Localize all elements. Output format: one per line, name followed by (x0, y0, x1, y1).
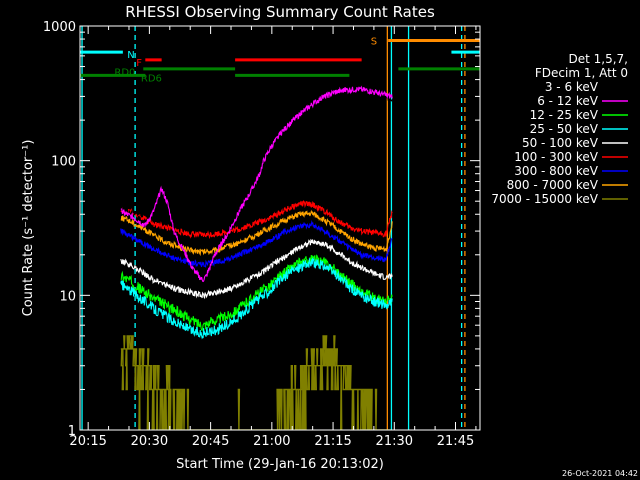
series-line-6 (120, 219, 393, 268)
state-bar-label-1: F (136, 58, 142, 69)
x-tick-label-0: 20:15 (69, 434, 106, 449)
chart-title: RHESSI Observing Summary Count Rates (125, 3, 435, 21)
state-bar-label-4: S (371, 37, 377, 48)
series-line-8 (120, 335, 392, 430)
legend-label-2: 12 - 25 keV (530, 108, 599, 122)
y-tick-label-0: 1 (68, 424, 76, 439)
plot-frame (79, 25, 481, 431)
series-line-1 (120, 85, 393, 283)
series-line-0 (120, 94, 393, 228)
legend-label-5: 100 - 300 keV (514, 150, 598, 164)
series-line-7 (120, 209, 393, 257)
legend-header-line-2: FDecim 1, Att 0 (535, 66, 628, 80)
series-line-3 (120, 257, 393, 340)
y-tick-label-1: 10 (59, 289, 76, 304)
x-tick-label-1: 20:30 (131, 434, 168, 449)
y-tick-label-2: 100 (51, 155, 76, 170)
x-tick-label-6: 21:45 (437, 434, 474, 449)
state-bar-label-2: RD0 (114, 67, 135, 78)
x-tick-label-5: 21:30 (376, 434, 413, 449)
legend-header-line-1: Det 1,5,7, (569, 52, 629, 66)
legend-label-0: 3 - 6 keV (545, 80, 599, 94)
legend-label-3: 25 - 50 keV (530, 122, 599, 136)
series-line-4 (120, 238, 393, 300)
x-tick-label-2: 20:45 (192, 434, 229, 449)
legend-label-1: 6 - 12 keV (537, 94, 599, 108)
series-line-5 (120, 200, 393, 240)
legend-label-4: 50 - 100 keV (522, 136, 599, 150)
x-tick-label-3: 21:00 (253, 434, 290, 449)
legend-label-8: 7000 - 15000 keV (491, 192, 598, 206)
footer-timestamp: 26-Oct-2021 04:42 (562, 469, 638, 478)
state-bar-label-3: RD6 (141, 73, 162, 84)
y-axis-label: Count Rate (s⁻¹ detector⁻¹) (21, 140, 36, 317)
x-tick-label-4: 21:15 (314, 434, 351, 449)
y-tick-label-3: 1000 (43, 20, 76, 35)
state-bar-label-0: N (127, 50, 134, 61)
legend-label-6: 300 - 800 keV (514, 164, 598, 178)
x-axis-label: Start Time (29-Jan-16 20:13:02) (176, 457, 384, 472)
legend-label-7: 800 - 7000 keV (507, 178, 599, 192)
